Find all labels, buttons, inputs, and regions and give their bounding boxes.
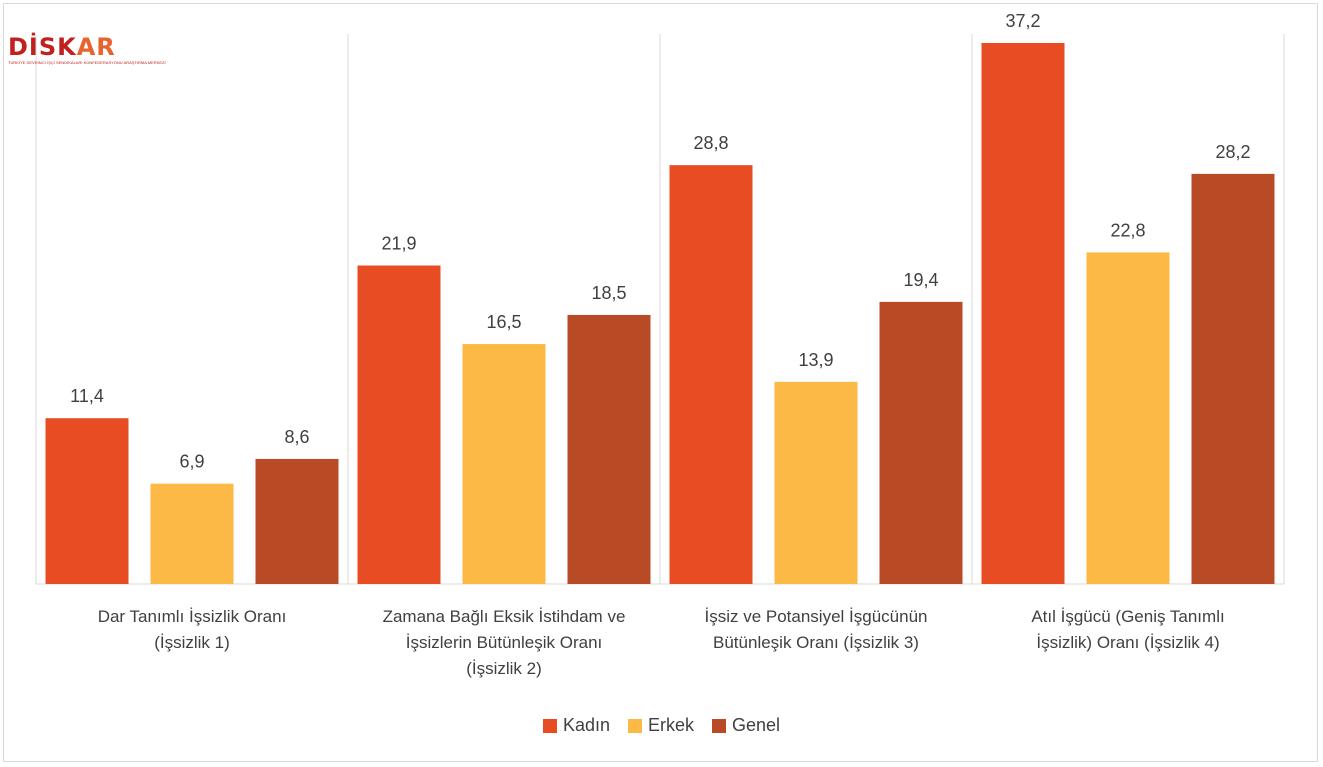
bar-erkek — [150, 483, 234, 584]
legend-label: Erkek — [647, 715, 694, 735]
category-label: (İşsizlik 2) — [466, 659, 542, 678]
data-label: 6,9 — [179, 452, 204, 472]
data-label: 19,4 — [903, 270, 938, 290]
legend-swatch — [712, 718, 726, 733]
data-label: 28,8 — [693, 133, 728, 153]
legend-item-genel: Genel — [712, 715, 780, 736]
bar-genel — [567, 314, 651, 584]
logo-text-ar: AR — [76, 33, 116, 61]
logo-tagline: TÜRKİYE DEVRİMCİ İŞÇİ SENDİKALARI KONFED… — [8, 60, 166, 65]
bar-kadın — [981, 43, 1065, 584]
legend-label: Genel — [732, 715, 781, 735]
category-label: İşsizlik) Oranı (İşsizlik 4) — [1036, 633, 1219, 652]
bar-erkek — [774, 381, 858, 584]
bar-erkek — [462, 344, 546, 584]
category-label: Dar Tanımlı İşsizlik Oranı — [98, 607, 287, 626]
data-label: 28,2 — [1215, 142, 1250, 162]
data-label: 11,4 — [70, 386, 104, 406]
bar-kadın — [669, 165, 753, 584]
bar-kadın — [45, 418, 129, 584]
data-label: 22,8 — [1110, 220, 1145, 240]
legend-item-erkek: Erkek — [627, 715, 694, 736]
category-label: Bütünleşik Oranı (İşsizlik 3) — [713, 633, 919, 652]
data-label: 16,5 — [486, 312, 521, 332]
legend-swatch — [627, 718, 642, 733]
category-label: Zamana Bağlı Eksik İstihdam ve — [383, 607, 626, 626]
category-label: İşsizlerin Bütünleşik Oranı — [406, 633, 603, 652]
category-label: Atıl İşgücü (Geniş Tanımlı — [1031, 607, 1224, 626]
bar-genel — [255, 458, 339, 584]
category-label: (İşsizlik 1) — [154, 633, 230, 652]
data-label: 13,9 — [798, 350, 833, 370]
legend: Kadın Erkek Genel — [0, 715, 1323, 736]
diskar-logo: DİSKAR TÜRKİYE DEVRİMCİ İŞÇİ SENDİKALARI… — [8, 33, 166, 74]
bar-kadın — [357, 265, 441, 584]
category-label: İşsiz ve Potansiyel İşgücünün — [704, 607, 927, 626]
data-label: 18,5 — [591, 283, 626, 303]
bar-genel — [879, 301, 963, 584]
data-label: 21,9 — [381, 234, 416, 254]
legend-item-kadın: Kadın — [542, 715, 610, 736]
bar-erkek — [1086, 252, 1170, 584]
data-label: 8,6 — [284, 427, 309, 447]
logo-text-disk: DİSK — [8, 33, 77, 61]
legend-swatch — [542, 718, 557, 733]
data-label: 37,2 — [1005, 11, 1040, 31]
legend-label: Kadın — [562, 715, 610, 735]
bar-genel — [1191, 173, 1275, 585]
